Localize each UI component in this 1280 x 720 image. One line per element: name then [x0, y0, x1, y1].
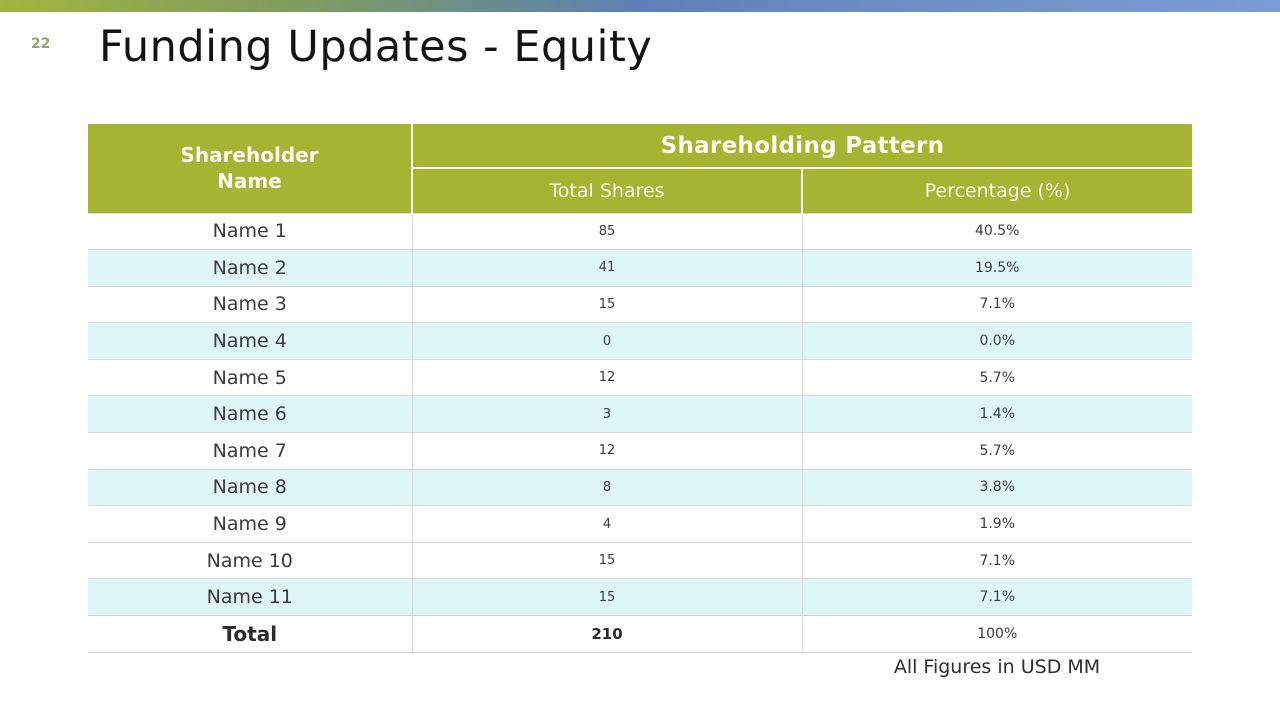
table-row: Name 3 15 7.1%	[88, 285, 1192, 323]
percentage-cell: 19.5%	[802, 249, 1192, 287]
shareholder-name-cell: Name 4	[88, 322, 413, 360]
shareholder-name-cell: Name 5	[88, 358, 413, 396]
percentage-cell: 5.7%	[802, 432, 1192, 470]
page-number: 22	[31, 36, 51, 52]
table-row: Name 6 3 1.4%	[88, 395, 1192, 433]
total-shares-cell: 4	[412, 505, 803, 543]
col-header-shareholder-name-label: Shareholder Name	[180, 143, 319, 194]
percentage-cell: 0.0%	[802, 322, 1192, 360]
footnote-usd-mm: All Figures in USD MM	[893, 656, 1101, 678]
table-row: Name 9 4 1.9%	[88, 505, 1192, 543]
header-row-group: Shareholder Name Shareholding Pattern	[88, 124, 1192, 213]
table-row: Name 8 8 3.8%	[88, 468, 1192, 506]
percentage-cell: 3.8%	[802, 468, 1192, 506]
col-header-shareholder-name: Shareholder Name	[88, 124, 413, 213]
shareholder-name-cell: Name 6	[88, 395, 413, 433]
percentage-cell: 7.1%	[802, 578, 1192, 616]
shareholder-name-cell: Name 11	[88, 578, 413, 616]
total-row: Total 210 100%	[88, 615, 1192, 654]
table-row: Name 1 85 40.5%	[88, 212, 1192, 250]
percentage-cell: 40.5%	[802, 212, 1192, 250]
percentage-cell: 5.7%	[802, 358, 1192, 396]
total-shares-cell: 8	[412, 468, 803, 506]
percentage-cell: 1.4%	[802, 395, 1192, 433]
table-row: Name 2 41 19.5%	[88, 249, 1192, 287]
percentage-cell: 7.1%	[802, 285, 1192, 323]
shareholder-name-cell: Name 2	[88, 249, 413, 287]
total-shares-cell: 3	[412, 395, 803, 433]
table-row: Name 10 15 7.1%	[88, 541, 1192, 579]
table-row: Name 4 0 0.0%	[88, 322, 1192, 360]
total-shares-cell: 12	[412, 432, 803, 470]
total-shares-cell: 0	[412, 322, 803, 360]
header-row-sub: Total Shares Percentage (%)	[88, 168, 1192, 213]
total-shares-cell: 85	[412, 212, 803, 250]
shareholding-table-container: Shareholder Name Shareholding Pattern To…	[88, 124, 1192, 654]
table-row: Name 11 15 7.1%	[88, 578, 1192, 616]
total-shares-sum-cell: 210	[412, 615, 803, 654]
col-header-percentage: Percentage (%)	[802, 168, 1192, 213]
shareholder-name-cell: Name 9	[88, 505, 413, 543]
table-row: Name 5 12 5.7%	[88, 358, 1192, 396]
col-header-shareholding-pattern: Shareholding Pattern	[412, 124, 1192, 169]
percentage-cell: 7.1%	[802, 541, 1192, 579]
total-shares-cell: 12	[412, 358, 803, 396]
total-label-cell: Total	[88, 615, 413, 654]
total-shares-cell: 15	[412, 578, 803, 616]
shareholder-name-cell: Name 10	[88, 541, 413, 579]
table-row: Name 7 12 5.7%	[88, 432, 1192, 470]
shareholder-name-cell: Name 1	[88, 212, 413, 250]
top-accent-bar	[0, 0, 1280, 12]
total-shares-cell: 15	[412, 285, 803, 323]
col-header-total-shares: Total Shares	[412, 168, 803, 213]
shareholding-table: Shareholder Name Shareholding Pattern To…	[88, 124, 1192, 654]
slide-title: Funding Updates - Equity	[99, 22, 653, 72]
shareholder-name-cell: Name 3	[88, 285, 413, 323]
total-shares-cell: 41	[412, 249, 803, 287]
shareholder-name-cell: Name 8	[88, 468, 413, 506]
total-shares-cell: 15	[412, 541, 803, 579]
percentage-cell: 1.9%	[802, 505, 1192, 543]
shareholder-name-cell: Name 7	[88, 432, 413, 470]
total-percentage-cell: 100%	[802, 615, 1192, 654]
